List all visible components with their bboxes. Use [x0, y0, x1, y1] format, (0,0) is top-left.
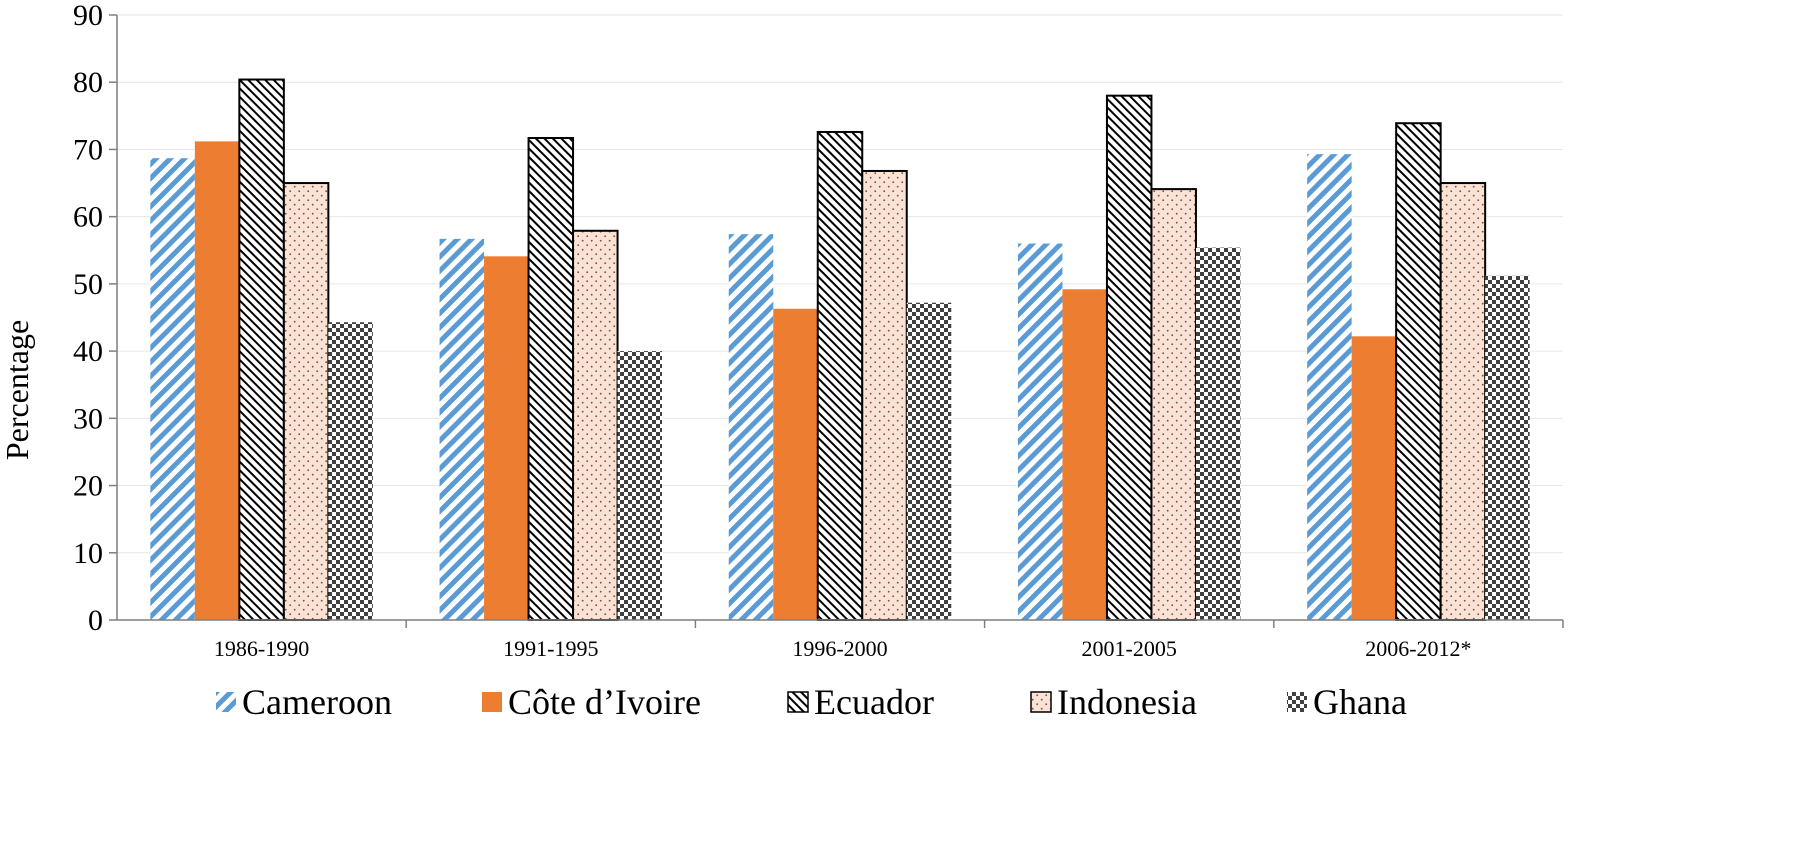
y-tick-label: 10: [73, 537, 103, 570]
legend-swatch-3: [1030, 691, 1052, 713]
y-tick-label: 0: [88, 604, 103, 637]
bar-c-te-d-ivoire-2: [773, 308, 818, 620]
y-tick-label: 50: [73, 268, 103, 301]
legend-label-0: Cameroon: [242, 682, 392, 722]
bar-ghana-3: [1195, 247, 1241, 621]
legend-swatch-1: [482, 692, 502, 712]
bar-indonesia-2: [861, 169, 908, 621]
axes: 0 10 20 30 40 50 60 70 80 90 1986-1990 1991-1995 199…: [73, 0, 1564, 661]
y-tick-label: 60: [73, 201, 103, 234]
legend-label-1: Côte d’Ivoire: [508, 682, 701, 722]
x-tick-label: 1996-2000: [792, 636, 887, 661]
bar-cameroon-3: [1017, 243, 1063, 621]
bar-c-te-d-ivoire-4: [1351, 336, 1397, 620]
bar-ecuador-4: [1395, 122, 1442, 621]
bars: [150, 78, 1530, 622]
x-tick-label: 1991-1995: [503, 636, 598, 661]
legend-swatch-0: [216, 692, 236, 712]
bar-c-te-d-ivoire-1: [484, 256, 529, 620]
x-tick-label: 2001-2005: [1082, 636, 1177, 661]
legend-swatch-4: [1287, 692, 1307, 712]
y-tick-label: 70: [73, 133, 103, 166]
bar-cameroon-0: [150, 158, 195, 620]
y-tick-label: 30: [73, 402, 103, 435]
y-tick-label: 90: [73, 0, 103, 32]
bar-ecuador-1: [527, 137, 575, 621]
bar-c-te-d-ivoire-3: [1062, 289, 1107, 620]
bar-cameroon-4: [1307, 154, 1352, 620]
legend-label-2: Ecuador: [814, 682, 934, 722]
legend-label-4: Ghana: [1313, 682, 1407, 722]
y-tick-label: 40: [73, 335, 103, 368]
legend-swatch-2: [787, 691, 809, 713]
x-tick-label: 1986-1990: [214, 636, 309, 661]
bar-ghana-2: [906, 302, 952, 620]
y-tick-label: 80: [73, 66, 103, 99]
bar-ecuador-3: [1105, 94, 1153, 621]
legend: Cameroon Côte d’Ivoire Ecuador Indonesia Gha…: [216, 682, 1407, 722]
y-axis-label: Percentage: [0, 320, 35, 460]
bar-indonesia-1: [572, 229, 619, 622]
bar-ghana-4: [1485, 275, 1530, 620]
bar-indonesia-0: [282, 182, 330, 622]
y-tick-label: 20: [73, 470, 103, 503]
bar-c-te-d-ivoire-0: [194, 141, 240, 620]
legend-label-3: Indonesia: [1057, 682, 1197, 722]
bar-ghana-1: [617, 351, 663, 620]
bar-indonesia-3: [1150, 188, 1197, 621]
bar-cameroon-2: [728, 234, 774, 620]
bar-indonesia-4: [1439, 182, 1487, 622]
x-tick-label: 2006-2012*: [1365, 636, 1471, 661]
bar-ghana-0: [328, 322, 373, 620]
bar-ecuador-2: [816, 130, 864, 621]
bar-ecuador-0: [238, 78, 285, 622]
bar-cameroon-1: [439, 238, 485, 620]
